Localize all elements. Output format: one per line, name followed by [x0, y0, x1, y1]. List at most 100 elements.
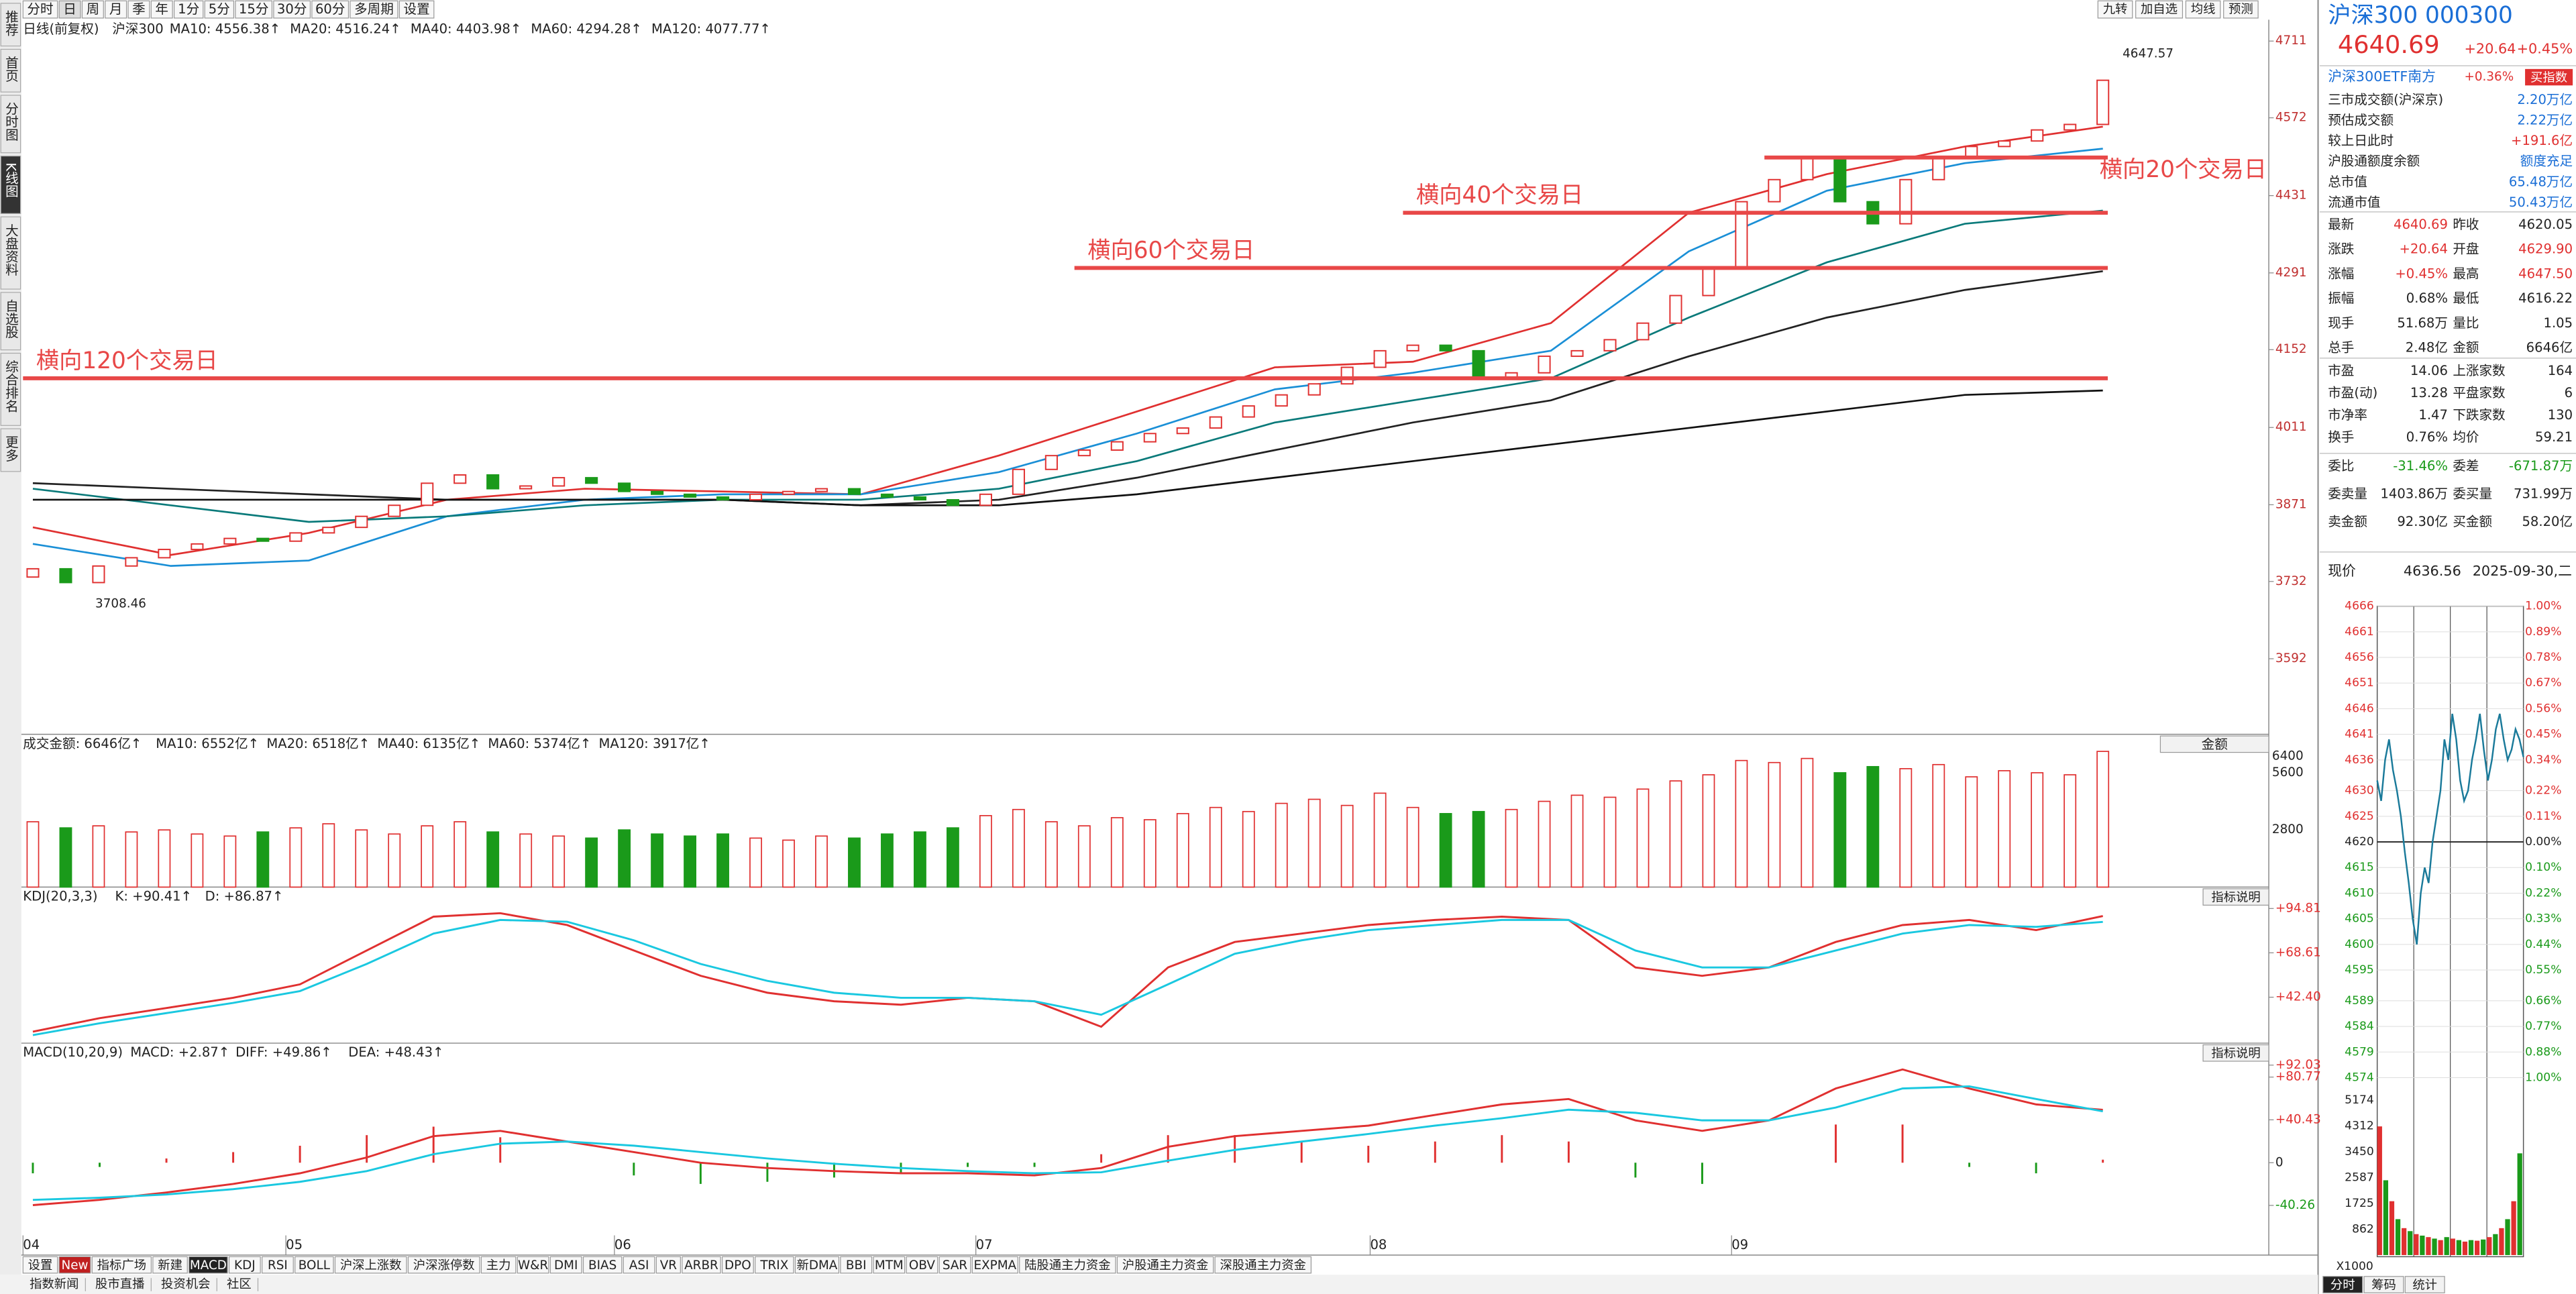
tab-label[interactable]: 设置: [404, 1, 430, 17]
tab-label[interactable]: 60分: [315, 1, 345, 17]
indicator-tab-label[interactable]: ASI: [629, 1258, 649, 1273]
indicator-tab[interactable]: [682, 1256, 721, 1274]
indicator-tab-label[interactable]: EXPMA: [973, 1258, 1016, 1273]
side-tab-label[interactable]: 大盘资料: [3, 223, 18, 276]
indicator-tab-label[interactable]: 沪深涨停数: [413, 1258, 475, 1273]
indicator-tab[interactable]: [794, 1256, 840, 1274]
indicator-tab[interactable]: [873, 1256, 906, 1274]
indicator-tab-label[interactable]: W&R: [518, 1258, 548, 1273]
indicator-tab[interactable]: [334, 1256, 407, 1274]
side-tab-label[interactable]: K线图: [3, 162, 18, 197]
panel-button-label[interactable]: 金额: [2202, 737, 2229, 752]
indicator-tab-label[interactable]: TRIX: [759, 1258, 788, 1273]
indicator-tab-label[interactable]: SAR: [943, 1258, 968, 1273]
indicator-tab-label[interactable]: 新DMA: [796, 1258, 837, 1273]
side-tab[interactable]: [0, 156, 21, 214]
side-tab[interactable]: [0, 3, 21, 47]
bottom-link[interactable]: 股市直播: [95, 1277, 144, 1291]
indicator-tab-label[interactable]: 设置: [28, 1258, 53, 1273]
indicator-tab[interactable]: [1116, 1256, 1214, 1274]
indicator-tab[interactable]: [58, 1256, 91, 1274]
side-tab[interactable]: [0, 428, 21, 472]
right-tab-label[interactable]: 分时: [2330, 1278, 2355, 1292]
indicator-tab-label[interactable]: OBV: [909, 1258, 935, 1273]
indicator-tab[interactable]: [906, 1256, 938, 1274]
indicator-tab[interactable]: [189, 1256, 228, 1274]
indicator-tab[interactable]: [971, 1256, 1018, 1274]
indicator-tab-label[interactable]: 指标广场: [97, 1258, 146, 1273]
tab[interactable]: [127, 0, 150, 19]
indicator-tab-label[interactable]: ARBR: [684, 1258, 718, 1273]
indicator-tab-label[interactable]: DPO: [724, 1258, 751, 1273]
tab[interactable]: [350, 0, 398, 19]
tab[interactable]: [235, 0, 273, 19]
right-tab-label[interactable]: 统计: [2412, 1278, 2437, 1292]
tab-label[interactable]: 日: [63, 1, 76, 17]
indicator-tab-label[interactable]: BIAS: [588, 1258, 616, 1273]
indicator-tab-label[interactable]: New: [61, 1258, 88, 1273]
tab[interactable]: [2135, 0, 2184, 19]
tab[interactable]: [398, 0, 435, 19]
side-tab-label[interactable]: 首页: [3, 56, 18, 82]
side-tab-label[interactable]: 自选股: [3, 299, 18, 339]
tab[interactable]: [58, 0, 81, 19]
indicator-tab-label[interactable]: KDJ: [234, 1258, 256, 1273]
indicator-tab[interactable]: [480, 1256, 517, 1274]
indicator-tab[interactable]: [517, 1256, 549, 1274]
tab[interactable]: [22, 0, 58, 19]
right-tab-label[interactable]: 筹码: [2371, 1278, 2396, 1292]
panel-button[interactable]: [2159, 735, 2269, 753]
indicator-tab-label[interactable]: 新建: [158, 1258, 182, 1273]
side-tab-label[interactable]: 分时图: [3, 102, 18, 142]
indicator-tab-label[interactable]: BOLL: [299, 1258, 331, 1273]
indicator-tab[interactable]: [755, 1256, 794, 1274]
side-tab[interactable]: [0, 292, 21, 351]
indicator-tab-label[interactable]: BBI: [846, 1258, 867, 1273]
indicator-tab[interactable]: [1214, 1256, 1312, 1274]
indicator-tab-label[interactable]: RSI: [268, 1258, 288, 1273]
indicator-tab[interactable]: [407, 1256, 480, 1274]
side-tab[interactable]: [0, 48, 21, 93]
indicator-tab[interactable]: [655, 1256, 681, 1274]
tab-label[interactable]: 15分: [239, 1, 269, 17]
indicator-tab-label[interactable]: 沪股通主力资金: [1122, 1258, 1209, 1273]
indicator-tab[interactable]: [22, 1256, 58, 1274]
indicator-tab-label[interactable]: 陆股通主力资金: [1024, 1258, 1111, 1273]
tab-label[interactable]: 年: [155, 1, 168, 17]
indicator-tab-label[interactable]: MTM: [875, 1258, 904, 1273]
tab[interactable]: [2223, 0, 2259, 19]
tab[interactable]: [173, 0, 204, 19]
side-tab[interactable]: [0, 216, 21, 290]
indicator-tab[interactable]: [294, 1256, 334, 1274]
tab-label[interactable]: 月: [109, 1, 123, 17]
tab-label[interactable]: 预测: [2229, 3, 2253, 17]
indicator-tab-label[interactable]: 深股通主力资金: [1220, 1258, 1307, 1273]
indicator-tab-label[interactable]: 主力: [486, 1258, 511, 1273]
indicator-tab[interactable]: [721, 1256, 754, 1274]
indicator-tab[interactable]: [262, 1256, 294, 1274]
bottom-link[interactable]: 指数新闻: [30, 1277, 78, 1291]
tab[interactable]: [105, 0, 127, 19]
bottom-link[interactable]: 社区: [227, 1277, 252, 1291]
indicator-tab[interactable]: [938, 1256, 971, 1274]
tab[interactable]: [81, 0, 104, 19]
tab[interactable]: [150, 0, 173, 19]
indicator-tab-label[interactable]: DMI: [554, 1258, 578, 1273]
tab-label[interactable]: 均线: [2191, 3, 2216, 17]
side-tab[interactable]: [0, 352, 21, 426]
indicator-tab[interactable]: [582, 1256, 623, 1274]
tab[interactable]: [2097, 0, 2133, 19]
tab[interactable]: [273, 0, 311, 19]
side-tab[interactable]: [0, 95, 21, 154]
right-tab[interactable]: [2363, 1276, 2404, 1293]
etf-button-label[interactable]: 买指数: [2530, 70, 2567, 85]
indicator-tab[interactable]: [623, 1256, 655, 1274]
indicator-tab-label[interactable]: VR: [660, 1258, 678, 1273]
indicator-tab[interactable]: [228, 1256, 261, 1274]
panel-button-label[interactable]: 指标说明: [2211, 1046, 2260, 1061]
tab-label[interactable]: 分时: [27, 1, 53, 17]
tab-label[interactable]: 季: [132, 1, 146, 17]
tab[interactable]: [204, 0, 235, 19]
side-tab-label[interactable]: 更多: [3, 435, 18, 462]
panel-button[interactable]: [2202, 888, 2269, 906]
